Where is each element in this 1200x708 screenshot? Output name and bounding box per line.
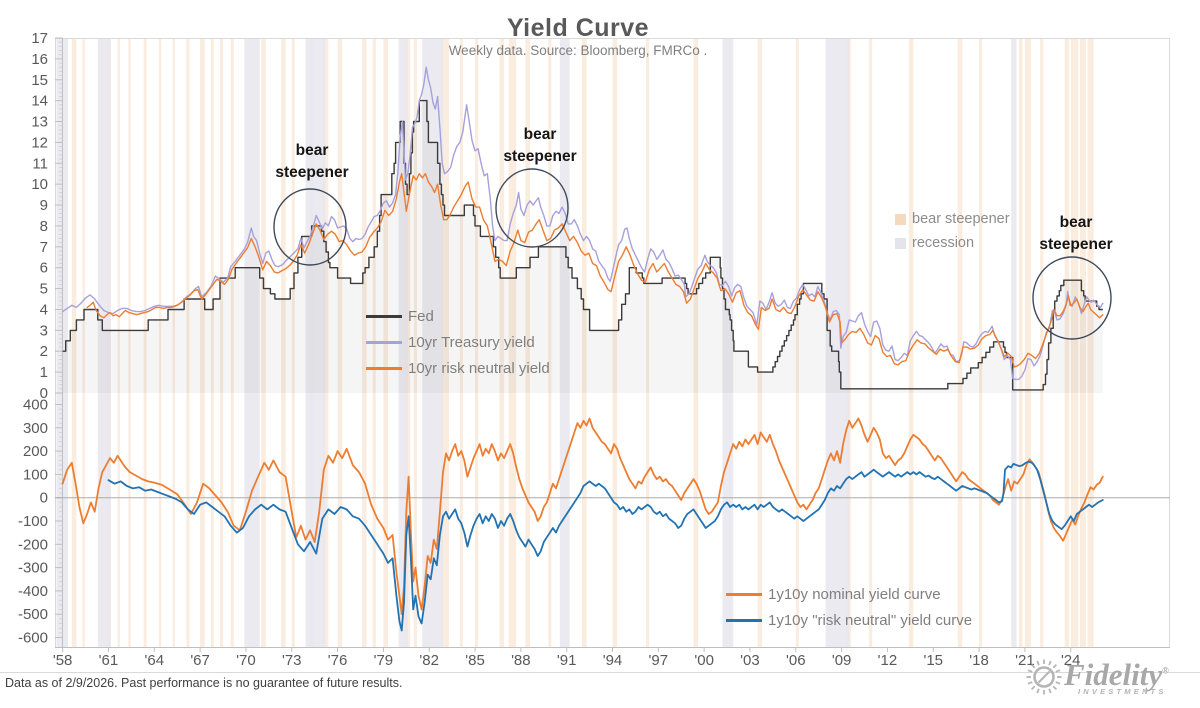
chart-title: Yield Curve xyxy=(506,14,650,42)
svg-text:'73: '73 xyxy=(282,652,302,669)
disclaimer-text: Data as of 2/9/2026. Past performance is… xyxy=(5,676,403,690)
svg-text:'70: '70 xyxy=(236,652,256,669)
svg-text:'21: '21 xyxy=(1015,652,1035,669)
legend-item-risk-neutral: 10yr risk neutral yield xyxy=(366,360,550,377)
svg-text:'58: '58 xyxy=(53,652,73,669)
svg-text:'06: '06 xyxy=(786,652,806,669)
svg-text:-300: -300 xyxy=(18,560,48,577)
legend-label: 10yr risk neutral yield xyxy=(408,360,550,377)
svg-text:16: 16 xyxy=(31,51,48,68)
annotation-bear-steepener-2: bear steepener xyxy=(503,126,577,165)
bottom-series-legend: 1y10y nominal yield curve 1y10y "risk ne… xyxy=(726,586,972,629)
svg-text:'82: '82 xyxy=(419,652,439,669)
legend-item-nominal-curve: 1y10y nominal yield curve xyxy=(726,586,972,603)
svg-text:-600: -600 xyxy=(18,630,48,647)
legend-label: 1y10y "risk neutral" yield curve xyxy=(768,612,973,629)
svg-text:'88: '88 xyxy=(511,652,531,669)
legend-item-fed: Fed xyxy=(366,308,550,325)
fidelity-wordmark: Fidelity® INVESTMENTS xyxy=(1064,657,1169,697)
svg-text:0: 0 xyxy=(40,490,48,507)
legend-item-recession: recession xyxy=(895,235,1010,251)
annotation-bear-steepener-3: bear steepener xyxy=(1039,214,1113,253)
svg-text:400: 400 xyxy=(23,397,48,414)
svg-text:'15: '15 xyxy=(923,652,943,669)
recession-swatch-icon xyxy=(895,237,906,249)
svg-text:11: 11 xyxy=(32,155,48,172)
svg-text:'94: '94 xyxy=(603,652,623,669)
fidelity-investments-text: INVESTMENTS xyxy=(1078,687,1167,697)
svg-text:'61: '61 xyxy=(99,652,119,669)
svg-text:7: 7 xyxy=(40,239,48,256)
svg-text:'67: '67 xyxy=(190,652,210,669)
svg-text:15: 15 xyxy=(31,72,48,89)
svg-text:'79: '79 xyxy=(374,652,394,669)
svg-text:-500: -500 xyxy=(18,606,48,623)
svg-text:4: 4 xyxy=(40,301,48,318)
svg-text:9: 9 xyxy=(40,197,48,214)
legend-label: bear steepener xyxy=(912,211,1010,227)
svg-text:'91: '91 xyxy=(557,652,577,669)
svg-text:'97: '97 xyxy=(649,652,669,669)
svg-text:17: 17 xyxy=(31,30,48,47)
legend-label: 10yr Treasury yield xyxy=(408,334,535,351)
svg-text:'64: '64 xyxy=(144,652,164,669)
svg-text:100: 100 xyxy=(23,466,48,483)
top-series-legend: Fed 10yr Treasury yield 10yr risk neutra… xyxy=(366,308,550,377)
svg-text:'09: '09 xyxy=(832,652,852,669)
svg-text:'76: '76 xyxy=(328,652,348,669)
legend-label: Fed xyxy=(408,308,434,325)
chart-subtitle: Weekly data. Source: Bloomberg, FMRCo . xyxy=(448,43,708,58)
fidelity-logo: Fidelity® INVESTMENTS xyxy=(1024,656,1169,696)
svg-text:'85: '85 xyxy=(465,652,485,669)
svg-text:14: 14 xyxy=(31,93,48,110)
svg-text:200: 200 xyxy=(23,443,48,460)
svg-text:'03: '03 xyxy=(740,652,760,669)
fidelity-sunburst-icon xyxy=(1026,659,1062,695)
svg-text:'24: '24 xyxy=(1061,652,1081,669)
nominal-curve-line-swatch-icon xyxy=(726,593,762,596)
treasury-line-swatch-icon xyxy=(366,341,402,344)
svg-text:-200: -200 xyxy=(18,536,48,553)
legend-item-bear-steepener: bear steepener xyxy=(895,211,1010,227)
svg-text:-100: -100 xyxy=(18,513,48,530)
legend-label: 1y10y nominal yield curve xyxy=(768,586,941,603)
legend-label: recession xyxy=(912,235,975,251)
svg-text:2: 2 xyxy=(40,343,48,360)
svg-text:12: 12 xyxy=(31,134,48,151)
band-legend: bear steepener recession xyxy=(895,211,1010,251)
svg-text:10: 10 xyxy=(31,176,48,193)
legend-item-treasury: 10yr Treasury yield xyxy=(366,334,550,351)
legend-item-risk-neutral-curve: 1y10y "risk neutral" yield curve xyxy=(726,612,972,629)
annotation-bear-steepener-1: bear steepener xyxy=(275,142,349,181)
svg-text:-400: -400 xyxy=(18,583,48,600)
bear-steepener-swatch-icon xyxy=(895,213,906,225)
svg-text:'12: '12 xyxy=(878,652,898,669)
svg-text:1: 1 xyxy=(40,364,48,381)
svg-text:6: 6 xyxy=(40,260,48,277)
svg-text:8: 8 xyxy=(40,218,48,235)
svg-text:0: 0 xyxy=(40,385,48,402)
risk-neutral-line-swatch-icon xyxy=(366,367,402,370)
svg-text:300: 300 xyxy=(23,420,48,437)
svg-text:13: 13 xyxy=(31,114,48,131)
fed-line-swatch-icon xyxy=(366,315,402,318)
risk-neutral-curve-line-swatch-icon xyxy=(726,619,762,622)
svg-text:3: 3 xyxy=(40,322,48,339)
svg-text:'18: '18 xyxy=(969,652,989,669)
svg-text:'00: '00 xyxy=(694,652,714,669)
svg-text:5: 5 xyxy=(40,281,48,298)
